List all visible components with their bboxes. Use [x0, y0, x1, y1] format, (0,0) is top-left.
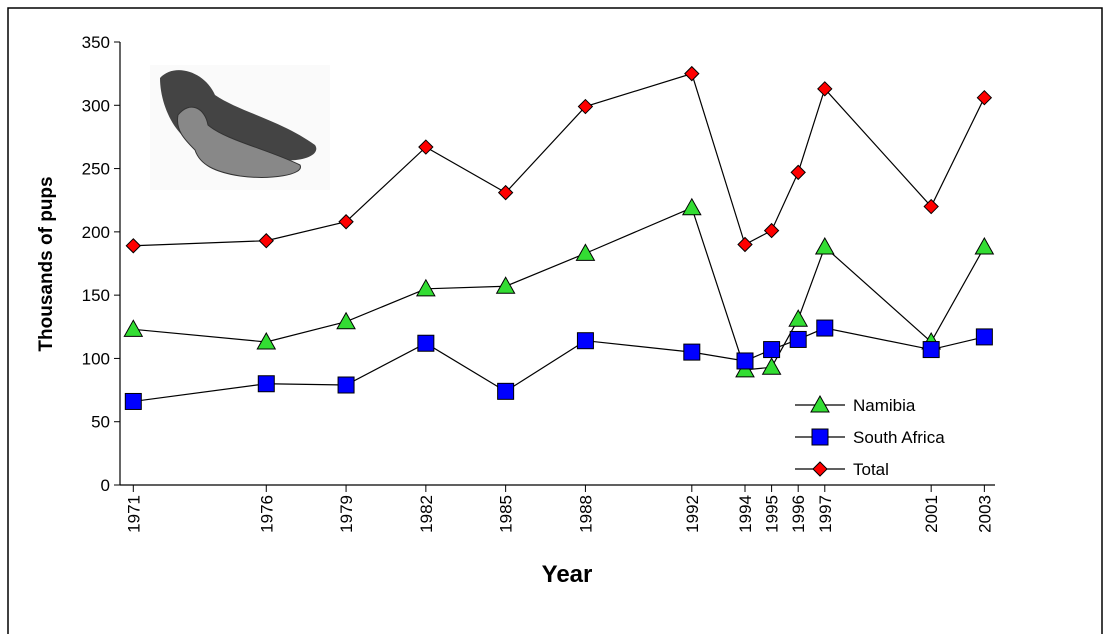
point-diamond: [923, 198, 939, 215]
x-tick-label: 1996: [789, 495, 808, 533]
point-square: [497, 382, 515, 400]
point-triangle: [256, 331, 277, 350]
point-diamond: [737, 236, 753, 253]
legend-label: South Africa: [853, 428, 945, 447]
y-axis-title: Thousands of pups: [36, 176, 57, 351]
point-diamond: [812, 461, 828, 477]
seal-illustration: [150, 65, 330, 190]
point-diamond: [338, 214, 354, 230]
x-tick-label: 1971: [124, 495, 143, 533]
x-tick-label: 1994: [736, 495, 755, 533]
point-square: [816, 319, 834, 337]
x-tick-label: 2003: [975, 495, 994, 533]
point-triangle: [575, 243, 596, 261]
x-tick-label: 2001: [922, 495, 941, 533]
x-tick-label: 1976: [257, 495, 276, 533]
point-square: [576, 332, 594, 350]
x-tick-label: 1979: [337, 495, 356, 533]
point-diamond: [817, 81, 833, 97]
y-tick-label: 300: [82, 96, 110, 115]
point-diamond: [790, 164, 806, 181]
point-square: [683, 343, 701, 361]
point-square: [789, 330, 807, 348]
x-axis-title: Year: [542, 561, 593, 588]
x-tick-label: 1985: [497, 495, 516, 533]
point-triangle: [974, 237, 995, 255]
point-square: [736, 352, 754, 370]
x-tick-label: 1982: [417, 495, 436, 533]
x-tick-label: 1997: [816, 495, 835, 533]
seal-small: [176, 106, 301, 178]
point-diamond: [418, 139, 434, 155]
point-square: [975, 328, 993, 346]
y-tick-label: 350: [82, 33, 110, 52]
y-tick-label: 150: [82, 286, 110, 305]
point-square: [124, 392, 142, 410]
point-square: [257, 375, 275, 393]
y-tick-label: 200: [82, 223, 110, 242]
point-square: [763, 341, 781, 359]
y-tick-label: 50: [91, 413, 110, 432]
point-triangle: [123, 319, 144, 337]
x-tick-label: 1995: [763, 495, 782, 533]
point-diamond: [577, 98, 594, 115]
point-diamond: [976, 89, 993, 106]
y-tick-label: 0: [101, 476, 110, 495]
point-triangle: [495, 276, 516, 294]
point-triangle: [681, 197, 702, 216]
y-tick-label: 100: [82, 349, 110, 368]
x-tick-label: 1992: [683, 495, 702, 533]
legend-label: Total: [853, 460, 889, 479]
x-tick-label: 1988: [576, 495, 595, 533]
point-triangle: [761, 357, 782, 375]
point-triangle: [810, 394, 830, 413]
point-square: [811, 428, 829, 446]
point-diamond: [497, 184, 514, 201]
point-triangle: [415, 278, 436, 297]
point-square: [337, 376, 355, 394]
point-triangle: [336, 311, 356, 330]
point-square: [922, 341, 940, 359]
point-triangle: [788, 309, 809, 327]
legend-label: Namibia: [853, 396, 916, 415]
point-diamond: [684, 65, 700, 82]
point-diamond: [125, 238, 142, 254]
y-tick-label: 250: [82, 160, 110, 179]
point-diamond: [258, 233, 274, 249]
point-square: [417, 334, 435, 352]
point-diamond: [763, 222, 780, 239]
point-triangle: [814, 237, 835, 255]
